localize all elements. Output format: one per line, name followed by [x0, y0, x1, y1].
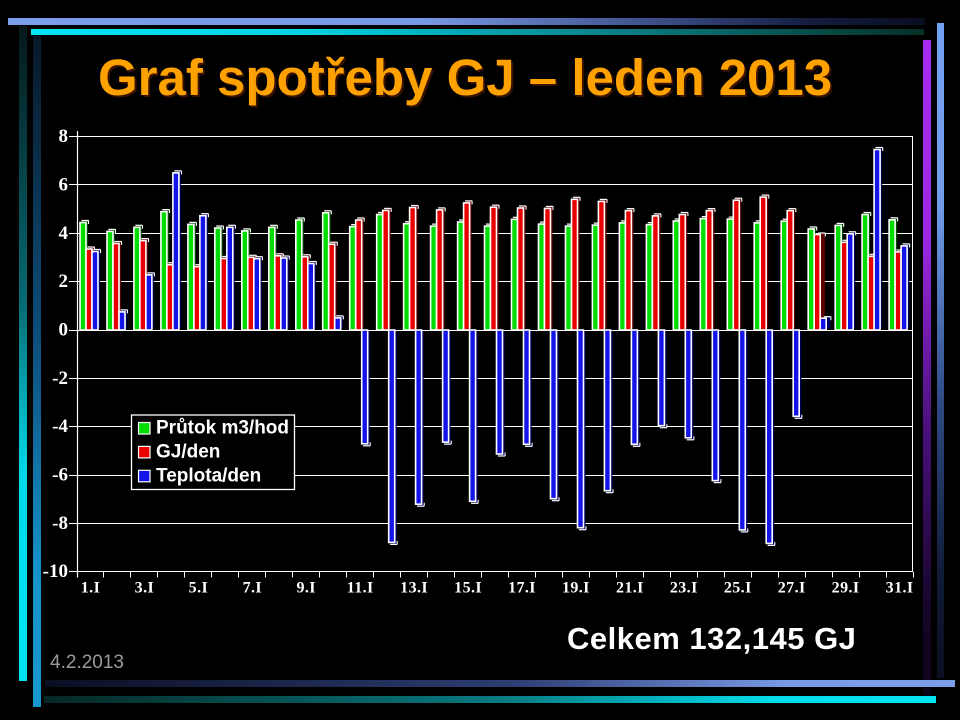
svg-text:-8: -8: [52, 513, 68, 534]
svg-text:-6: -6: [52, 465, 68, 486]
svg-text:Průtok m3/hod: Průtok m3/hod: [156, 418, 289, 439]
svg-text:9.I: 9.I: [296, 580, 315, 597]
svg-text:21.I: 21.I: [616, 580, 644, 597]
svg-text:31.I: 31.I: [886, 580, 914, 597]
svg-text:8: 8: [59, 126, 69, 147]
svg-text:5.I: 5.I: [189, 580, 208, 597]
svg-text:15.I: 15.I: [454, 580, 482, 597]
svg-text:6: 6: [59, 175, 69, 196]
svg-text:19.I: 19.I: [562, 580, 590, 597]
svg-text:13.I: 13.I: [400, 580, 428, 597]
svg-text:-4: -4: [52, 416, 68, 437]
svg-text:4: 4: [59, 223, 69, 244]
svg-text:27.I: 27.I: [778, 580, 806, 597]
svg-text:3.I: 3.I: [135, 580, 154, 597]
svg-text:GJ/den: GJ/den: [156, 441, 220, 462]
svg-text:7.I: 7.I: [243, 580, 262, 597]
svg-text:11.I: 11.I: [347, 580, 374, 597]
svg-text:-10: -10: [43, 561, 68, 582]
svg-text:17.I: 17.I: [508, 580, 536, 597]
svg-text:29.I: 29.I: [832, 580, 860, 597]
svg-text:2: 2: [59, 271, 69, 292]
svg-text:-2: -2: [52, 368, 68, 389]
svg-text:23.I: 23.I: [670, 580, 698, 597]
svg-text:1.I: 1.I: [81, 580, 100, 597]
svg-text:0: 0: [59, 320, 69, 341]
svg-text:Teplota/den: Teplota/den: [156, 465, 261, 486]
svg-text:25.I: 25.I: [724, 580, 752, 597]
